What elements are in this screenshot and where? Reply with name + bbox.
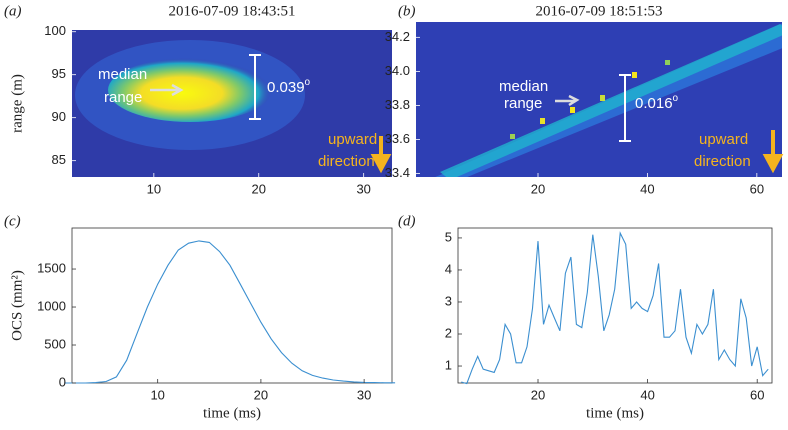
plot-frame (71, 227, 393, 384)
arrow (762, 130, 784, 174)
annotation: 0.016o (635, 93, 679, 112)
arrow (555, 94, 580, 107)
line (461, 231, 769, 385)
panel-label: (a) (4, 3, 22, 19)
annotation: median (499, 78, 548, 95)
annotation: 0.039o (267, 77, 311, 96)
panel-label: (d) (398, 213, 416, 229)
x-tick-label: 30 (356, 181, 370, 196)
heatmap-a (72, 30, 392, 177)
y-tick-label: 34.2 (385, 29, 410, 44)
y-tick-label: 4 (445, 261, 452, 276)
plot-frame (457, 227, 773, 384)
x-tick-label: 20 (531, 387, 545, 402)
panel-label: (c) (4, 213, 21, 229)
arrow (150, 83, 184, 97)
y-tick-label: 33.6 (385, 131, 410, 146)
x-tick-label: 60 (750, 181, 764, 196)
y-tick-label: 500 (44, 336, 66, 351)
line (64, 240, 396, 384)
x-tick-label: 10 (150, 387, 164, 402)
y-tick-label: 1500 (37, 260, 66, 275)
y-tick-label: 3 (445, 293, 452, 308)
y-tick-label: 90 (52, 109, 66, 124)
chart-title: 2016-07-09 18:51:53 (535, 3, 662, 19)
x-tick-label: 20 (531, 181, 545, 196)
arrow (370, 136, 392, 174)
x-axis-label: time (ms) (203, 405, 261, 421)
x-tick-label: 40 (640, 387, 654, 402)
y-tick-label: 0 (59, 374, 66, 389)
x-tick-label: 10 (147, 181, 161, 196)
y-tick-label: 85 (52, 152, 66, 167)
y-tick-label: 5 (445, 229, 452, 244)
annotation: upward (699, 131, 748, 148)
y-axis-label: OCS (mm²) (9, 270, 25, 341)
y-tick-label: 2 (445, 325, 452, 340)
annotation: direction (694, 153, 751, 170)
y-tick-label: 33.4 (385, 165, 410, 180)
x-tick-label: 30 (357, 387, 371, 402)
panel-label: (b) (398, 3, 416, 19)
annotation: median (98, 66, 147, 83)
annotation: direction (318, 153, 375, 170)
y-tick-label: 34.0 (385, 63, 410, 78)
x-tick-label: 60 (750, 387, 764, 402)
x-tick-label: 40 (640, 181, 654, 196)
annotation: range (504, 95, 542, 112)
annotation: range (104, 89, 142, 106)
x-tick-label: 20 (254, 387, 268, 402)
annotation: upward (328, 131, 377, 148)
chart-title: 2016-07-09 18:43:51 (168, 3, 295, 19)
x-tick-label: 20 (252, 181, 266, 196)
x-axis-label: time (ms) (586, 405, 644, 421)
range-bar (619, 74, 631, 142)
y-axis-label: range (m) (9, 74, 25, 133)
y-tick-label: 1000 (37, 298, 66, 313)
range-bar (249, 54, 261, 120)
y-tick-label: 1 (445, 357, 452, 372)
y-tick-label: 33.8 (385, 97, 410, 112)
heatmap-b (416, 22, 782, 177)
y-tick-label: 95 (52, 66, 66, 81)
y-tick-label: 100 (44, 23, 66, 38)
